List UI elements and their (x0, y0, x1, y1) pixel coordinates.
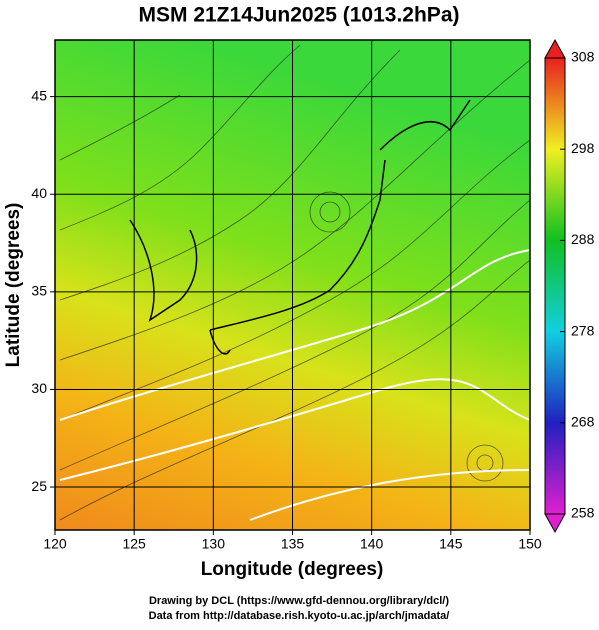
x-tick-label: 145 (439, 536, 463, 552)
colorbar-tick-label: 268 (571, 414, 595, 430)
x-tick-label: 130 (202, 536, 226, 552)
y-tick-label: 25 (31, 478, 47, 494)
chart-title: MSM 21Z14Jun2025 (1013.2hPa) (139, 4, 460, 27)
colorbar-max-arrow (544, 38, 566, 59)
footer-line: Drawing by DCL (https://www.gfd-dennou.o… (149, 595, 449, 607)
y-tick-label: 30 (31, 380, 47, 396)
colorbar-tick-label: 258 (571, 505, 595, 521)
isotherms (59, 249, 530, 521)
colorbar-tick-label: 298 (571, 140, 595, 156)
coastline (129, 99, 471, 355)
colorbar-tick-label: 288 (571, 231, 595, 247)
y-tick-label: 40 (31, 185, 47, 201)
x-tick-label: 125 (122, 536, 146, 552)
x-tick-label: 140 (360, 536, 384, 552)
colorbar-min-arrow (544, 513, 566, 534)
footer-line: Data from http://database.rish.kyoto-u.a… (149, 610, 450, 622)
x-tick-label: 150 (518, 536, 542, 552)
y-tick-label: 35 (31, 283, 47, 299)
y-axis-label: Latitude (degrees) (3, 203, 24, 368)
colorbar-tick-label: 308 (571, 49, 595, 65)
x-tick-label: 120 (43, 536, 67, 552)
x-tick-label: 135 (281, 536, 305, 552)
colorbar (544, 57, 566, 515)
x-axis-label: Longitude (degrees) (201, 559, 384, 580)
colorbar-tick-label: 278 (571, 322, 595, 338)
y-tick-label: 45 (31, 87, 47, 103)
streamlines (59, 44, 530, 521)
